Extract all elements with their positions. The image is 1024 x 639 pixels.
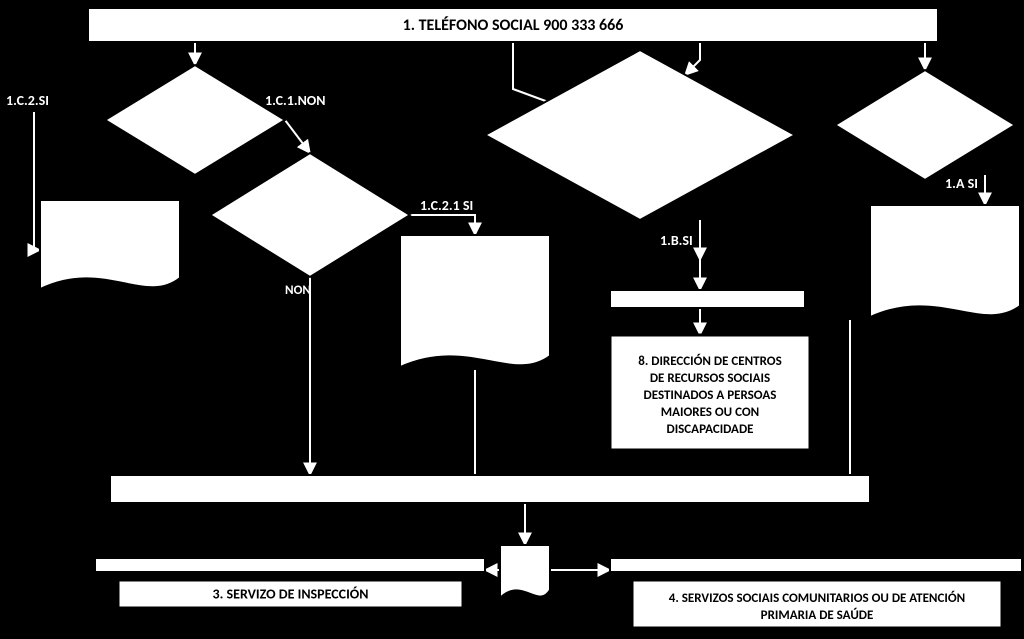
flow-edge	[285, 120, 310, 153]
flow-edge	[685, 42, 700, 75]
doc_mid	[400, 235, 550, 367]
title: 1. TELÉFONO SOCIAL 900 333 666	[88, 8, 938, 42]
svg-text:1. TELÉFONO SOCIAL 900 333 666: 1. TELÉFONO SOCIAL 900 333 666	[403, 16, 624, 35]
bar_wide	[110, 475, 870, 503]
l_1c1non: 1.C.1.NON	[265, 92, 326, 109]
bar_2_left	[95, 558, 485, 572]
diamond_right	[835, 70, 1015, 180]
l_1asi: 1.A SI	[945, 175, 978, 192]
svg-text:4. SERVIZOS SOCIAIS COMUNITARI: 4. SERVIZOS SOCIAIS COMUNITARIOS OU DE A…	[669, 590, 965, 606]
diamond_mid	[210, 153, 410, 277]
svg-text:3. SERVIZO DE INSPECCIÓN: 3. SERVIZO DE INSPECCIÓN	[213, 585, 369, 602]
box_8: 8. DIRECCIÓN DE CENTROS DE RECURSOS SOCIA…	[610, 335, 810, 450]
svg-text:8. DIRECCIÓN DE CENTROS: 8. DIRECCIÓN DE CENTROS	[638, 353, 781, 369]
bar_2_right	[610, 558, 1022, 572]
strip_b	[610, 290, 805, 308]
l_1c21si: 1.C.2.1 SI	[420, 197, 473, 214]
box_4: 4. SERVIZOS SOCIAIS COMUNITARIOS OU DE A…	[632, 580, 1002, 628]
flow-edge	[410, 215, 475, 235]
svg-text:DISCAPACIDADE: DISCAPACIDADE	[667, 422, 754, 437]
doc_small	[500, 545, 550, 598]
svg-text:MAIORES OU CON: MAIORES OU CON	[661, 405, 759, 420]
doc_left	[40, 200, 180, 289]
diamond_left	[105, 65, 285, 175]
svg-text:PRIMARIA DE SAÚDE: PRIMARIA DE SAÚDE	[761, 607, 874, 623]
diamond_big	[485, 50, 795, 220]
l_1c2si: 1.C.2.SI	[6, 92, 49, 109]
svg-text:DESTINADOS A PERSOAS: DESTINADOS A PERSOAS	[644, 388, 777, 403]
l_non: NON	[285, 283, 311, 298]
l_1bsi: 1.B.SI	[660, 232, 693, 249]
box_3: 3. SERVIZO DE INSPECCIÓN	[118, 580, 463, 608]
svg-text:DE RECURSOS SOCIAIS: DE RECURSOS SOCIAIS	[650, 371, 770, 386]
doc_right	[870, 205, 1020, 317]
